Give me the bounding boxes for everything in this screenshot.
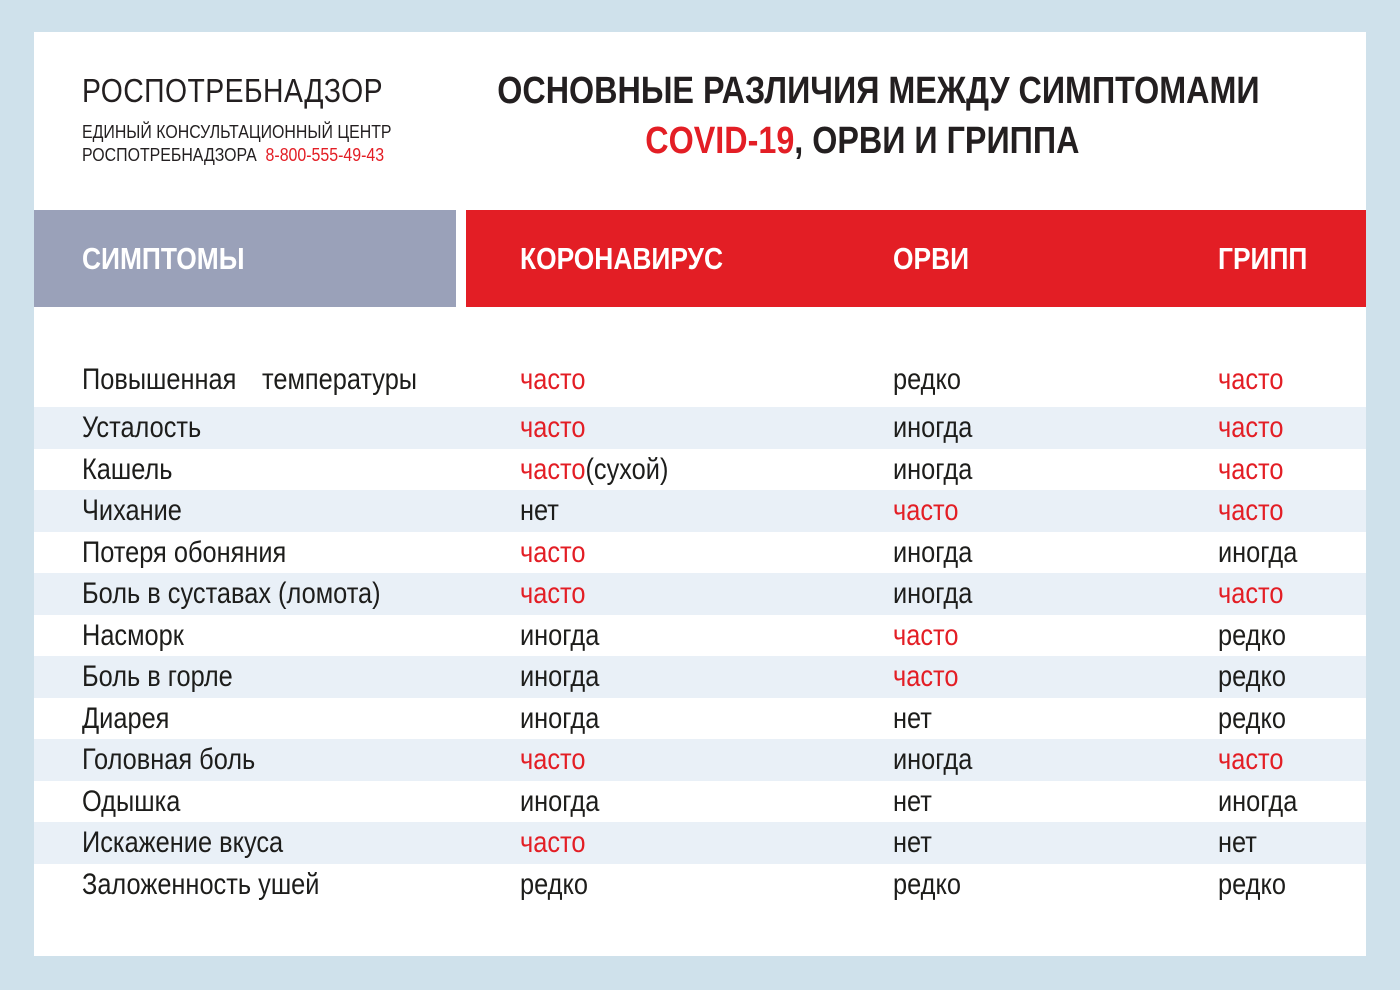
coronavirus-value: часто — [520, 535, 586, 569]
brand-subtitle-line1: ЕДИНЫЙ КОНСУЛЬТАЦИОННЫЙ ЦЕНТР — [82, 121, 392, 142]
table-header-labels: СИМПТОМЫ КОРОНАВИРУС ОРВИ ГРИПП — [34, 210, 1366, 307]
table-row: Боль в суставах (ломота) часто иногда часто — [34, 573, 1366, 615]
diseases-header-background — [466, 210, 1366, 307]
symptom-label: Повышенная температуры — [82, 363, 417, 396]
symptom-label: Заложенность ушей — [82, 867, 320, 901]
table-row: Головная боль часто иногда часто — [34, 739, 1366, 781]
coronavirus-value: иногда — [520, 618, 600, 652]
orvi-value: часто — [893, 660, 959, 694]
symptom-label: Одышка — [82, 784, 181, 818]
symptoms-table: Повышенная температуры часто редко часто Уста… — [34, 307, 1366, 905]
symptoms-header-background — [34, 210, 456, 307]
page-title-line2: COVID-19, ОРВИ И ГРИППА — [644, 120, 1080, 162]
coronavirus-value: часто(сухой) — [520, 452, 669, 486]
table-row: Чихание нет часто часто — [34, 490, 1366, 532]
orvi-value: нет — [893, 826, 932, 860]
table-row: Диарея иногда нет редко — [34, 698, 1366, 740]
flu-value: часто — [1218, 494, 1284, 528]
orvi-value: иногда — [893, 535, 973, 569]
orvi-value: нет — [893, 784, 932, 818]
orvi-value: редко — [893, 867, 961, 901]
coronavirus-value: часто — [520, 743, 586, 777]
flu-value: часто — [1218, 411, 1284, 445]
table-row: Насморк иногда часто редко — [34, 615, 1366, 657]
covid-highlight: COVID-19 — [644, 120, 794, 162]
table-row: Одышка иногда нет иногда — [34, 781, 1366, 823]
flu-value: иногда — [1218, 784, 1298, 818]
coronavirus-value: часто — [520, 577, 586, 611]
symptom-label: Боль в суставах (ломота) — [82, 577, 381, 611]
column-header-symptoms: СИМПТОМЫ — [82, 240, 245, 276]
orvi-value: часто — [893, 618, 959, 652]
symptom-label: Головная боль — [82, 743, 256, 777]
table-row: Заложенность ушей редко редко редко — [34, 864, 1366, 906]
table-row: Повышенная температуры часто редко часто — [34, 307, 1366, 407]
symptom-label: Чихание — [82, 494, 182, 528]
orvi-value: нет — [893, 701, 932, 735]
coronavirus-value: часто — [520, 363, 586, 396]
hotline-phone: 8-800-555-49-43 — [265, 144, 385, 165]
brand-subtitle: ЕДИНЫЙ КОНСУЛЬТАЦИОННЫЙ ЦЕНТР РОСПОТРЕБН… — [82, 120, 442, 166]
symptom-label: Усталость — [82, 411, 202, 445]
symptom-label: Кашель — [82, 452, 173, 486]
flu-value: нет — [1218, 826, 1257, 860]
coronavirus-value: иногда — [520, 784, 600, 818]
orvi-value: иногда — [893, 743, 973, 777]
flu-value: часто — [1218, 577, 1284, 611]
brand-name-text: РОСПОТРЕБНАДЗОР — [82, 72, 384, 109]
orvi-value: редко — [893, 363, 961, 396]
orvi-value: часто — [893, 494, 959, 528]
symptom-label: Насморк — [82, 618, 184, 652]
symptom-label: Боль в горле — [82, 660, 233, 694]
coronavirus-value: иногда — [520, 701, 600, 735]
table-row: Искажение вкуса часто нет нет — [34, 822, 1366, 864]
symptom-label: Искажение вкуса — [82, 826, 284, 860]
table-row: Усталость часто иногда часто — [34, 407, 1366, 449]
brand-subtitle-line2: РОСПОТРЕБНАДЗОРА — [82, 144, 257, 165]
coronavirus-value: часто — [520, 826, 586, 860]
symptom-label: Диарея — [82, 701, 170, 735]
symptom-label: Потеря обоняния — [82, 535, 287, 569]
flu-value: редко — [1218, 660, 1286, 694]
coronavirus-value: иногда — [520, 660, 600, 694]
flu-value: редко — [1218, 618, 1286, 652]
infographic-card: РОСПОТРЕБНАДЗОР ЕДИНЫЙ КОНСУЛЬТАЦИОННЫЙ … — [34, 32, 1366, 956]
coronavirus-value: редко — [520, 867, 588, 901]
brand-name: РОСПОТРЕБНАДЗОР — [82, 72, 432, 110]
page-title: ОСНОВНЫЕ РАЗЛИЧИЯ МЕЖДУ СИМПТОМАМИ COVID… — [430, 66, 1294, 166]
flu-value: часто — [1218, 452, 1284, 486]
column-header-flu: ГРИПП — [1218, 240, 1308, 276]
table-row: Кашель часто(сухой) иногда часто — [34, 449, 1366, 491]
coronavirus-value: часто — [520, 411, 586, 445]
flu-value: часто — [1218, 743, 1284, 777]
table-header-band: СИМПТОМЫ КОРОНАВИРУС ОРВИ ГРИПП — [34, 210, 1366, 307]
table-row: Потеря обоняния часто иногда иногда — [34, 532, 1366, 574]
column-header-coronavirus: КОРОНАВИРУС — [520, 240, 723, 276]
orvi-value: иногда — [893, 452, 973, 486]
flu-value: часто — [1218, 363, 1284, 396]
column-header-orvi: ОРВИ — [893, 240, 970, 276]
page-title-line1: ОСНОВНЫЕ РАЗЛИЧИЯ МЕЖДУ СИМПТОМАМИ — [497, 70, 1260, 112]
coronavirus-value: нет — [520, 494, 559, 528]
flu-value: редко — [1218, 867, 1286, 901]
flu-value: редко — [1218, 701, 1286, 735]
orvi-value: иногда — [893, 577, 973, 611]
flu-value: иногда — [1218, 535, 1298, 569]
orvi-value: иногда — [893, 411, 973, 445]
table-row: Боль в горле иногда часто редко — [34, 656, 1366, 698]
